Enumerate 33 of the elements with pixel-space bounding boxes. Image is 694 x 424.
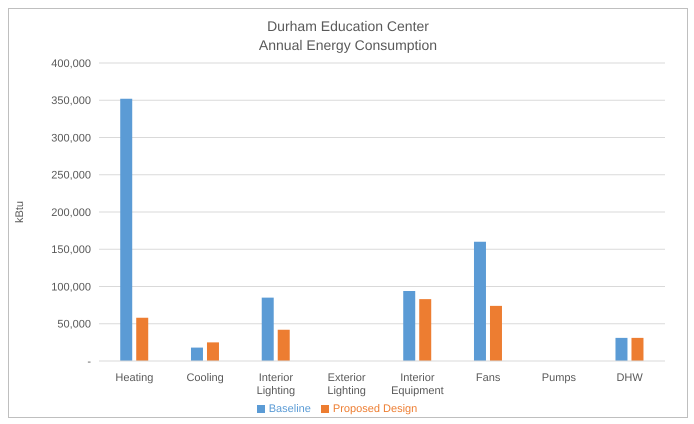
bar	[631, 338, 644, 361]
y-tick-label: 100,000	[51, 281, 91, 294]
bar	[262, 298, 274, 361]
bar	[278, 330, 290, 361]
bar	[419, 299, 432, 361]
x-tick-label: Interior Equipment	[391, 372, 444, 397]
bar	[474, 242, 486, 361]
y-tick-label: -	[87, 356, 92, 368]
bar	[120, 98, 132, 361]
legend-label: Baseline	[268, 403, 311, 415]
bar	[136, 318, 148, 361]
x-tick-label: Heating	[115, 372, 154, 384]
x-tick-label: DHW	[616, 372, 644, 384]
x-tick-label: Cooling	[186, 372, 224, 384]
legend-label: Proposed Design	[332, 403, 418, 415]
y-tick-label: 200,000	[51, 206, 91, 219]
bar	[403, 290, 416, 361]
y-tick-label: 350,000	[51, 95, 91, 108]
y-tick-label: 250,000	[51, 170, 91, 182]
y-tick-label: 400,000	[51, 58, 91, 70]
x-tick-label: Pumps	[542, 372, 576, 384]
y-tick-label: 50,000	[57, 318, 91, 331]
chart-title: Durham Education Center Annual Energy Consumption	[258, 17, 438, 55]
x-tick-label: Fans	[476, 372, 501, 384]
x-tick-label: Interior Lighting	[256, 372, 296, 397]
bar	[206, 342, 219, 361]
y-axis-title: kBtu	[14, 200, 26, 224]
y-tick-label: 150,000	[51, 244, 91, 256]
bar	[490, 306, 502, 361]
x-tick-label: Exterior Lighting	[327, 372, 366, 397]
bar	[190, 348, 203, 361]
y-tick-label: 300,000	[51, 132, 91, 144]
bar	[615, 338, 628, 361]
